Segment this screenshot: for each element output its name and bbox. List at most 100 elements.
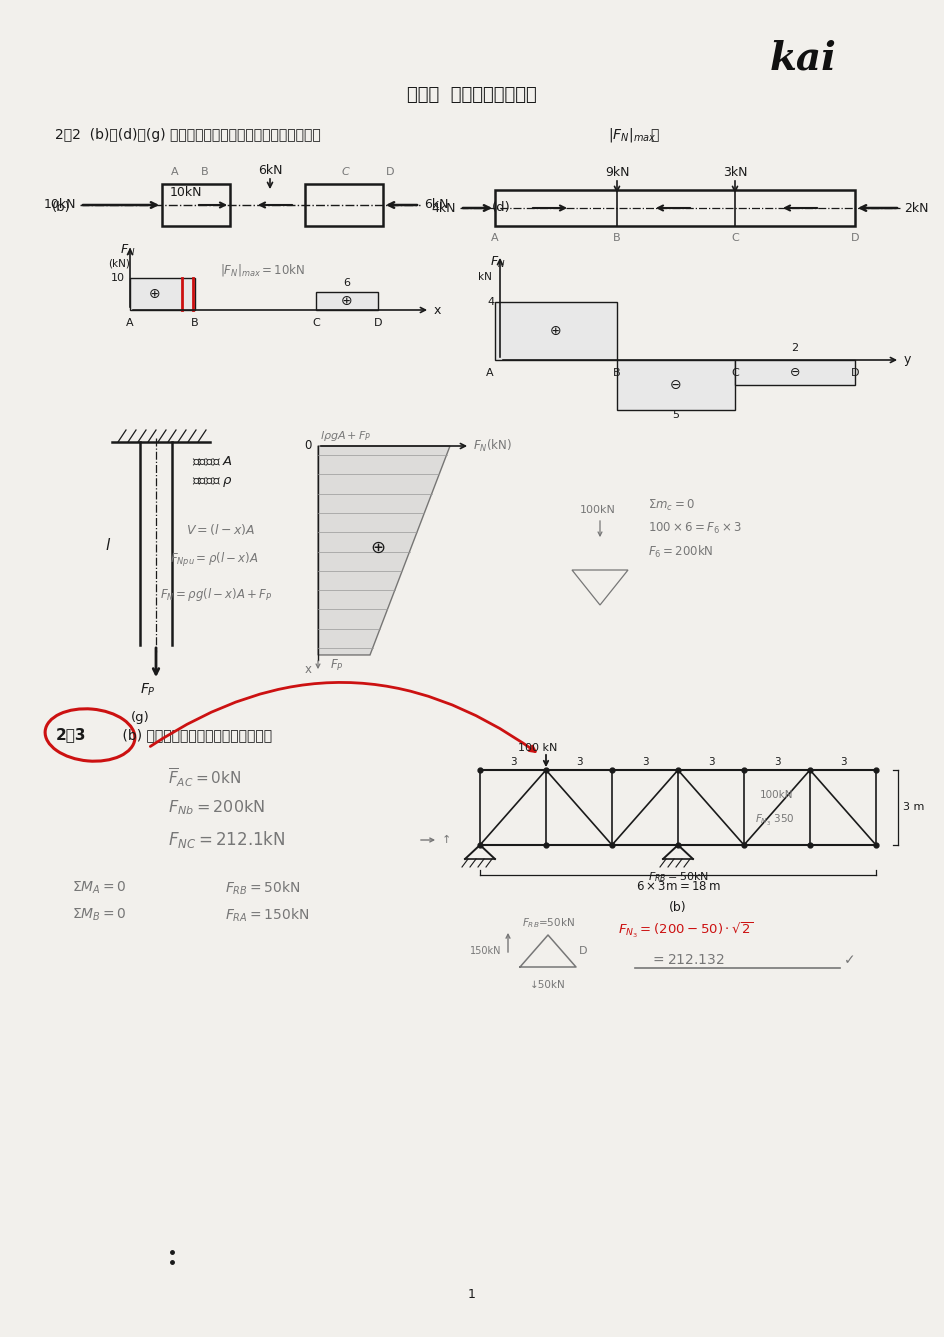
Text: 6: 6 [343, 278, 350, 287]
Text: (b): (b) [668, 901, 686, 913]
Text: 10: 10 [110, 273, 125, 283]
Text: $F_{RB}$=50kN: $F_{RB}$=50kN [521, 916, 574, 931]
Text: $\Sigma M_A=0$: $\Sigma M_A=0$ [72, 880, 126, 896]
Text: $F_N$: $F_N$ [490, 254, 505, 270]
Text: 体积质量 $\rho$: 体积质量 $\rho$ [192, 475, 233, 489]
Bar [495, 190, 854, 226]
Text: 100kN: 100kN [580, 505, 615, 515]
Text: $F_{N_3}$ 350: $F_{N_3}$ 350 [754, 813, 794, 828]
Text: kai: kai [769, 39, 836, 78]
Text: 5: 5 [672, 410, 679, 420]
Text: B: B [201, 167, 209, 176]
Bar [130, 278, 194, 310]
Text: A: A [171, 167, 178, 176]
Text: (kN): (kN) [108, 259, 129, 269]
Text: 3 m: 3 m [902, 802, 923, 812]
Text: 4: 4 [487, 297, 495, 308]
Text: $F_P$: $F_P$ [329, 658, 344, 673]
Text: A: A [491, 233, 498, 243]
Text: $F_{Npu}=\rho(l-x)A$: $F_{Npu}=\rho(l-x)A$ [170, 551, 259, 570]
Text: $=212.132$: $=212.132$ [649, 953, 724, 967]
Text: $F_N$: $F_N$ [120, 242, 135, 258]
Bar [734, 360, 854, 385]
Text: 9kN: 9kN [604, 166, 629, 179]
Text: 3: 3 [773, 757, 780, 767]
Text: $F_6=200\mathrm{kN}$: $F_6=200\mathrm{kN}$ [648, 544, 713, 560]
Text: $6\times3\mathrm{m}=18\,\mathrm{m}$: $6\times3\mathrm{m}=18\,\mathrm{m}$ [635, 881, 719, 893]
Text: 3: 3 [839, 757, 846, 767]
Text: C: C [731, 233, 738, 243]
Text: $F_{RA}=150\mathrm{kN}$: $F_{RA}=150\mathrm{kN}$ [225, 906, 309, 924]
Text: 3: 3 [707, 757, 714, 767]
Text: ⊖: ⊖ [789, 366, 800, 380]
Text: 0: 0 [304, 440, 312, 452]
Text: $\overline{F}_{AC}=0\mathrm{kN}$: $\overline{F}_{AC}=0\mathrm{kN}$ [168, 766, 241, 789]
Text: $F_{Nb}=200\mathrm{kN}$: $F_{Nb}=200\mathrm{kN}$ [168, 798, 265, 817]
Text: 100kN: 100kN [759, 790, 793, 800]
Text: 2: 2 [791, 344, 798, 353]
Text: A: A [485, 368, 494, 378]
Text: x: x [304, 663, 312, 677]
Text: y: y [903, 353, 910, 366]
Text: ↓50kN: ↓50kN [530, 980, 565, 989]
Text: $l$: $l$ [105, 537, 111, 554]
Text: (g): (g) [130, 711, 149, 725]
Text: 2－3: 2－3 [56, 727, 87, 742]
Text: D: D [374, 318, 381, 328]
Text: ⊕: ⊕ [370, 539, 385, 558]
Text: D: D [850, 368, 858, 378]
Text: 10kN: 10kN [170, 186, 202, 198]
Text: 。: 。 [649, 128, 658, 142]
Text: B: B [191, 318, 198, 328]
Text: ↑: ↑ [442, 836, 451, 845]
Text: (b) 试求图示桁架各指定杆件的轴力。: (b) 试求图示桁架各指定杆件的轴力。 [118, 729, 272, 742]
Text: 截面面积 $A$: 截面面积 $A$ [192, 456, 233, 469]
Text: ⊕: ⊕ [549, 324, 562, 338]
Bar [161, 185, 229, 226]
Text: 100 kN: 100 kN [517, 743, 557, 753]
Text: 3kN: 3kN [722, 166, 747, 179]
Text: $F_{RB}=50\mathrm{kN}$: $F_{RB}=50\mathrm{kN}$ [647, 870, 708, 884]
Bar [616, 360, 734, 410]
Text: $\Sigma M_B=0$: $\Sigma M_B=0$ [72, 906, 126, 924]
Text: 1: 1 [467, 1289, 476, 1301]
Text: $l\rho gA + F_P$: $l\rho gA + F_P$ [320, 429, 371, 443]
Text: $V=(l-x)A$: $V=(l-x)A$ [186, 523, 255, 537]
Text: $F_P$: $F_P$ [140, 682, 156, 698]
Text: $\Sigma m_c = 0$: $\Sigma m_c = 0$ [648, 497, 694, 512]
Text: 第二章  杆件内力与内力图: 第二章 杆件内力与内力图 [407, 86, 536, 104]
Text: 3: 3 [641, 757, 648, 767]
Bar [315, 291, 378, 310]
Text: (d): (d) [492, 202, 510, 214]
Text: 10kN: 10kN [43, 198, 76, 211]
Text: 3: 3 [509, 757, 515, 767]
Text: C: C [731, 368, 738, 378]
Text: 150kN: 150kN [470, 947, 501, 956]
Text: $F_N$(kN): $F_N$(kN) [473, 439, 512, 455]
Text: A: A [126, 318, 134, 328]
Text: 4kN: 4kN [431, 202, 456, 214]
Bar [305, 185, 382, 226]
Text: ⊕: ⊕ [341, 294, 352, 308]
Text: 6kN: 6kN [258, 163, 282, 176]
Text: kN: kN [478, 271, 492, 282]
Text: D: D [578, 947, 586, 956]
Text: 2－2  (b)、(d)、(g) 试作图示各杆的轴力图，并确定最大轴力: 2－2 (b)、(d)、(g) 试作图示各杆的轴力图，并确定最大轴力 [55, 128, 320, 142]
Text: $|F_N|_{max}=10\mathrm{kN}$: $|F_N|_{max}=10\mathrm{kN}$ [220, 262, 305, 278]
Text: B: B [613, 233, 620, 243]
Text: $100\times6=F_6\times3$: $100\times6=F_6\times3$ [648, 520, 741, 536]
Text: $F_N=\rho g(l-x)A+F_P$: $F_N=\rho g(l-x)A+F_P$ [160, 587, 272, 603]
Text: D: D [385, 167, 394, 176]
Text: $|F_N|_{max}$: $|F_N|_{max}$ [607, 126, 656, 144]
Text: D: D [850, 233, 858, 243]
Text: ⊕: ⊕ [149, 287, 160, 301]
Text: ⊖: ⊖ [669, 378, 681, 392]
Text: 2kN: 2kN [903, 202, 928, 214]
Text: $F_{RB}=50\mathrm{kN}$: $F_{RB}=50\mathrm{kN}$ [225, 880, 300, 897]
Text: (b): (b) [52, 202, 71, 214]
Text: $F_{NC}=212.1\mathrm{kN}$: $F_{NC}=212.1\mathrm{kN}$ [168, 829, 285, 850]
Polygon shape [318, 447, 449, 655]
Text: B: B [613, 368, 620, 378]
Text: x: x [433, 303, 441, 317]
Text: C: C [312, 318, 319, 328]
